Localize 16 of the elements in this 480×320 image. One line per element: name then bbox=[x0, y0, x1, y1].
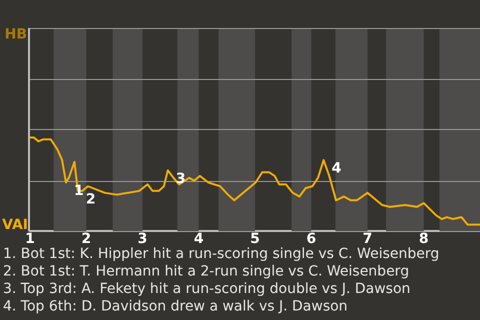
text: 2. Bot 1st: T. Hermann hit a 2-run single vs C. Weisenberg bbox=[3, 264, 410, 280]
annotation: 4 bbox=[332, 160, 342, 177]
x-tick-label: 6 bbox=[306, 231, 316, 248]
x-tick-label: 1 bbox=[25, 231, 35, 248]
text: 1. Bot 1st: K. Hippler hit a run-scoring single vs C. Weisenberg bbox=[3, 246, 440, 262]
x-tick-label: 3 bbox=[138, 231, 148, 248]
annotation: 2 bbox=[86, 192, 96, 208]
x-tick-label: 7 bbox=[362, 231, 372, 248]
text: 4. Top 6th: D. Davidson drew a walk vs J. Dawson bbox=[3, 298, 348, 314]
text: VAI bbox=[2, 216, 28, 233]
text: 3. Top 3rd: A. Fekety hit a run-scoring double vs J. Dawson bbox=[3, 281, 410, 297]
x-tick-label: 5 bbox=[250, 231, 260, 248]
text: HB bbox=[4, 26, 27, 43]
x-tick-label: 4 bbox=[194, 231, 204, 248]
x-tick-label: 2 bbox=[81, 231, 92, 248]
x-tick-label: 8 bbox=[418, 231, 429, 248]
